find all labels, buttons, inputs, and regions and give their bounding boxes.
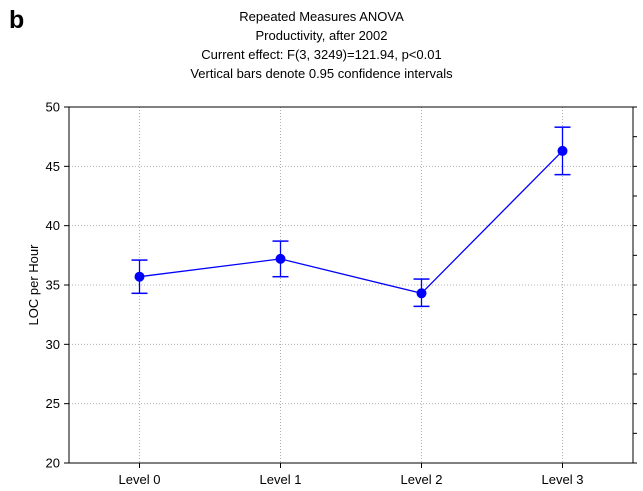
y-tick-label: 35 [46, 278, 60, 293]
chart-subtitle-1: Productivity, after 2002 [255, 28, 388, 43]
data-point [416, 288, 427, 299]
data-point [275, 253, 286, 264]
y-tick-label: 20 [46, 456, 60, 471]
panel-label: b [9, 6, 25, 34]
y-tick-label: 30 [46, 337, 60, 352]
chart-subtitle-2: Current effect: F(3, 3249)=121.94, p<0.0… [201, 47, 442, 62]
y-tick-label: 40 [46, 218, 60, 233]
y-axis-label: LOC per Hour [26, 244, 41, 326]
y-tick-label: 25 [46, 396, 60, 411]
x-tick-label: Level 2 [401, 472, 443, 487]
x-tick-label: Level 1 [260, 472, 302, 487]
data-point [134, 271, 145, 282]
chart-subtitle-3: Vertical bars denote 0.95 confidence int… [190, 66, 453, 81]
chart-title: Repeated Measures ANOVA [239, 9, 404, 24]
y-tick-label: 45 [46, 159, 60, 174]
x-tick-label: Level 0 [119, 472, 161, 487]
y-tick-label: 50 [46, 100, 60, 115]
x-tick-label: Level 3 [542, 472, 584, 487]
data-point [557, 145, 568, 156]
chart-title-block: Repeated Measures ANOVA Productivity, af… [0, 7, 643, 83]
series-line [139, 150, 563, 295]
